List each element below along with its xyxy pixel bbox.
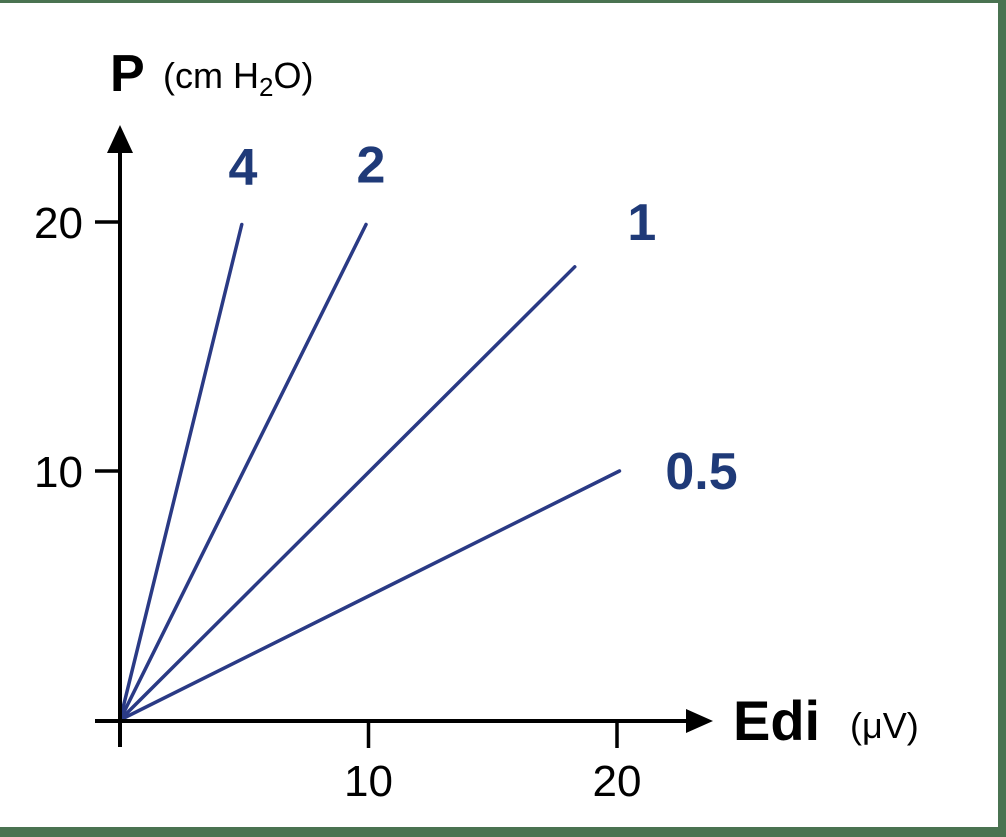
x-tick-label-10: 10: [344, 757, 393, 806]
y-axis-unit: (cm H2O): [163, 55, 313, 102]
y-axis-title: P: [110, 45, 145, 103]
y-axis-unit-subscript: 2: [259, 72, 273, 102]
series-label-0.5: 0.5: [665, 443, 737, 501]
y-axis-ticks: 10 20: [34, 199, 120, 497]
figure-border-right: [998, 0, 1006, 837]
series-label-1: 1: [627, 194, 656, 252]
x-axis-unit: (μV): [850, 705, 919, 746]
figure-border-bottom: [0, 827, 1006, 837]
y-axis-arrowhead: [107, 125, 133, 153]
figure-border-top: [0, 0, 1006, 3]
x-tick-label-20: 20: [593, 757, 642, 806]
series-label-4: 4: [229, 139, 258, 197]
x-axis-title: Edi: [733, 689, 820, 752]
series-line-1: [118, 265, 577, 722]
y-tick-label-20: 20: [34, 199, 83, 248]
x-axis-arrowhead: [686, 709, 713, 733]
y-tick-label-10: 10: [34, 448, 83, 497]
series-line-0.5: [118, 469, 622, 722]
y-axis-unit-prefix: (cm H: [163, 55, 259, 96]
x-axis-ticks: 10 20: [344, 721, 641, 806]
y-axis-unit-suffix: O): [273, 55, 313, 96]
series-line-4: [118, 222, 244, 722]
series-labels: 4 2 1 0.5: [229, 137, 738, 501]
series-line-2: [118, 222, 368, 722]
series-lines: [118, 222, 622, 722]
series-label-2: 2: [357, 137, 386, 195]
